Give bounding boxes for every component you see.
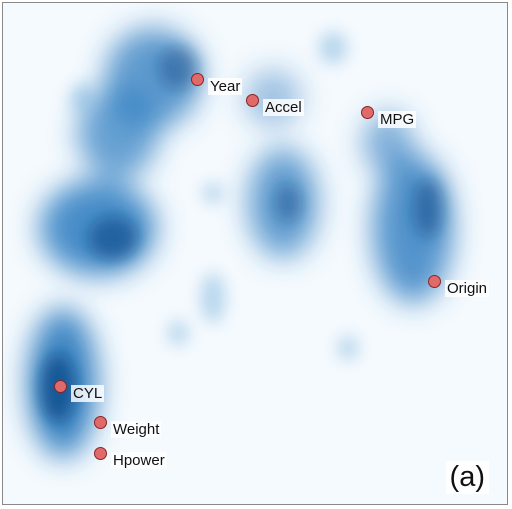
feature-weight: Weight xyxy=(94,407,162,438)
feature-marker xyxy=(54,380,67,393)
feature-marker xyxy=(361,106,374,119)
feature-label: MPG xyxy=(378,111,417,128)
feature-mpg: MPG xyxy=(361,97,417,128)
feature-label: Accel xyxy=(263,99,304,116)
feature-hpower: Hpower xyxy=(94,438,167,469)
feature-year: Year xyxy=(191,64,243,95)
density-heatmap xyxy=(28,28,453,458)
feature-label: Weight xyxy=(111,421,162,438)
feature-marker xyxy=(94,447,107,460)
panel-label: (a) xyxy=(445,461,489,494)
feature-origin: Origin xyxy=(428,266,490,297)
feature-label: Year xyxy=(208,78,243,95)
feature-label: Origin xyxy=(445,280,490,297)
feature-marker xyxy=(94,416,107,429)
density-map: Year Accel MPG Origin CYL Weight Hpower … xyxy=(2,2,508,505)
feature-label: CYL xyxy=(71,385,105,402)
feature-cyl: CYL xyxy=(54,371,105,402)
feature-marker xyxy=(191,73,204,86)
feature-marker xyxy=(428,275,441,288)
feature-label: Hpower xyxy=(111,452,167,469)
feature-marker xyxy=(246,94,259,107)
feature-accel: Accel xyxy=(246,85,304,116)
